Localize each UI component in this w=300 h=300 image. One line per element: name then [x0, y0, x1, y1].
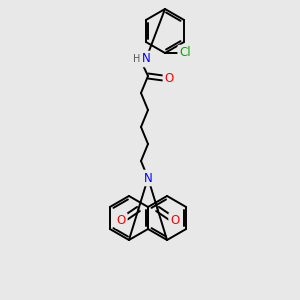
Text: O: O: [164, 71, 174, 85]
Text: O: O: [117, 214, 126, 227]
Text: H: H: [133, 54, 141, 64]
Text: N: N: [142, 52, 150, 65]
Text: N: N: [144, 172, 152, 184]
Text: Cl: Cl: [179, 46, 191, 59]
Text: O: O: [170, 214, 179, 227]
